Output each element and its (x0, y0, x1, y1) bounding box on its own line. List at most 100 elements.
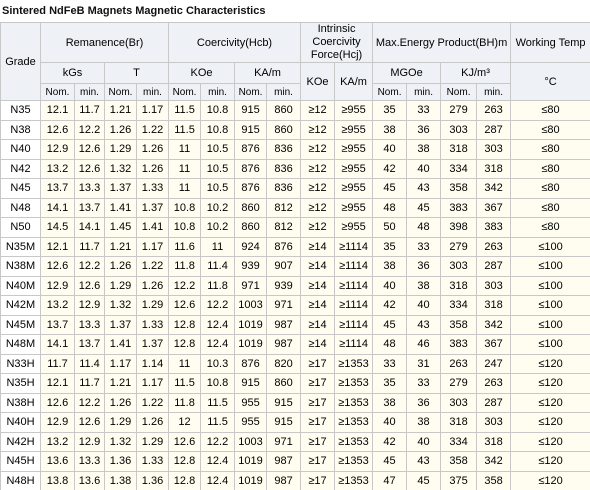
value-cell: 10.3 (200, 353, 236, 374)
value-cell: 12.6 (168, 295, 202, 316)
value-cell: 247 (476, 353, 512, 374)
value-cell: 1.41 (135, 217, 170, 238)
value-cell: 43 (406, 314, 442, 335)
value-cell: 10.8 (200, 100, 236, 121)
unit-cell: MGOe (372, 62, 442, 84)
table-row: N40M 12.9 12.6 1.29 1.26 12.2 11.8 971 939 ≥14 ≥11… (0, 275, 590, 296)
value-cell: 860 (234, 217, 268, 238)
value-cell: 48 (372, 197, 408, 218)
value-cell: ≥1353 (334, 451, 374, 472)
value-cell: 11.8 (168, 392, 202, 413)
value-cell: 1.29 (104, 139, 137, 160)
value-cell: ≥17 (300, 373, 336, 394)
value-cell: 45 (372, 451, 408, 472)
value-cell: 303 (440, 392, 478, 413)
table-row: N45M 13.7 13.3 1.37 1.33 12.8 12.4 1019 987 ≥14 ≥1… (0, 314, 590, 335)
value-cell: 860 (266, 100, 302, 121)
grade-cell: N40 (0, 139, 41, 160)
value-cell: 915 (234, 119, 268, 140)
value-cell: ≤120 (510, 451, 590, 472)
unit-cell: T (103, 62, 170, 84)
value-cell: 11.5 (200, 392, 236, 413)
value-cell: ≥955 (334, 178, 374, 199)
value-cell: ≥14 (300, 314, 336, 335)
value-cell: 11.4 (200, 256, 236, 277)
value-cell: 45 (372, 178, 408, 199)
sub-header-cell: min. (406, 83, 442, 101)
value-cell: ≤100 (510, 295, 590, 316)
value-cell: 1.36 (104, 451, 137, 472)
value-cell: 263 (476, 100, 512, 121)
value-cell: ≤80 (510, 139, 590, 160)
value-cell: 318 (476, 158, 512, 179)
value-cell: 13.6 (40, 451, 75, 472)
value-cell: 1.26 (135, 412, 170, 433)
value-cell: ≥1114 (334, 236, 374, 257)
value-cell: 10.8 (200, 373, 236, 394)
value-cell: 1.45 (104, 217, 137, 238)
value-cell: 1.32 (104, 158, 137, 179)
grade-cell: N38M (0, 256, 41, 277)
sub-header-cell: Nom. (440, 83, 478, 101)
value-cell: 12.1 (40, 373, 75, 394)
grade-cell: N38 (0, 119, 41, 140)
value-cell: 383 (440, 197, 478, 218)
value-cell: 11.4 (74, 353, 105, 374)
value-cell: 13.7 (40, 178, 75, 199)
value-cell: 1.29 (104, 275, 137, 296)
value-cell: ≤80 (510, 119, 590, 140)
value-cell: 955 (234, 392, 268, 413)
value-cell: 12.9 (40, 275, 75, 296)
value-cell: 1.36 (135, 470, 170, 490)
value-cell: 10.2 (200, 217, 236, 238)
table-row: N42M 13.2 12.9 1.32 1.29 12.6 12.2 1003 971 ≥14 ≥1… (0, 295, 590, 316)
table-row: N45 13.7 13.3 1.37 1.33 11 10.5 876 836 ≥12 ≥955 45… (0, 178, 590, 199)
header-cell: Working Temp (510, 22, 590, 63)
sub-header-cell: min. (74, 83, 105, 101)
table-row: N35H 12.1 11.7 1.21 1.17 11.5 10.8 915 860 ≥17 ≥13… (0, 373, 590, 394)
value-cell: 46 (406, 334, 442, 355)
value-cell: 1.17 (135, 236, 170, 257)
value-cell: ≤120 (510, 412, 590, 433)
value-cell: 876 (234, 139, 268, 160)
value-cell: 13.8 (40, 470, 75, 490)
title: Sintered NdFeB Magnets Magnetic Characte… (2, 5, 266, 17)
value-cell: 1.33 (135, 314, 170, 335)
grade-cell: N40H (0, 412, 41, 433)
grade-cell: N38H (0, 392, 41, 413)
value-cell: 955 (234, 412, 268, 433)
value-cell: 12.2 (200, 295, 236, 316)
value-cell: 303 (440, 256, 478, 277)
grade-cell: N48 (0, 197, 41, 218)
value-cell: 915 (234, 100, 268, 121)
value-cell: 12.6 (74, 275, 105, 296)
value-cell: 33 (372, 353, 408, 374)
value-cell: ≥955 (334, 100, 374, 121)
value-cell: ≥17 (300, 412, 336, 433)
value-cell: ≥1353 (334, 470, 374, 490)
value-cell: 38 (406, 139, 442, 160)
value-cell: 40 (372, 412, 408, 433)
value-cell: 12.8 (168, 334, 202, 355)
value-cell: 279 (440, 236, 478, 257)
value-cell: 1.33 (135, 178, 170, 199)
value-cell: 1.29 (135, 295, 170, 316)
value-cell: 303 (440, 119, 478, 140)
grade-cell: N42H (0, 431, 41, 452)
value-cell: 35 (372, 373, 408, 394)
value-cell: ≥17 (300, 353, 336, 374)
table-row: N50 14.5 14.1 1.45 1.41 10.8 10.2 860 812 ≥12 ≥955… (0, 217, 590, 238)
value-cell: 1003 (234, 295, 268, 316)
table-row: N42 13.2 12.6 1.32 1.26 11 10.5 876 836 ≥12 ≥955 42… (0, 158, 590, 179)
sub-header-cell: Nom. (168, 83, 202, 101)
value-cell: 42 (372, 431, 408, 452)
value-cell: 876 (266, 236, 302, 257)
value-cell: ≥955 (334, 119, 374, 140)
value-cell: 48 (372, 334, 408, 355)
value-cell: 915 (266, 412, 302, 433)
value-cell: 12 (168, 412, 202, 433)
value-cell: 1.26 (104, 392, 137, 413)
table-row: N38M 12.6 12.2 1.26 1.22 11.8 11.4 939 907 ≥14 ≥11… (0, 256, 590, 277)
value-cell: 1.17 (135, 373, 170, 394)
value-cell: 11 (200, 236, 236, 257)
